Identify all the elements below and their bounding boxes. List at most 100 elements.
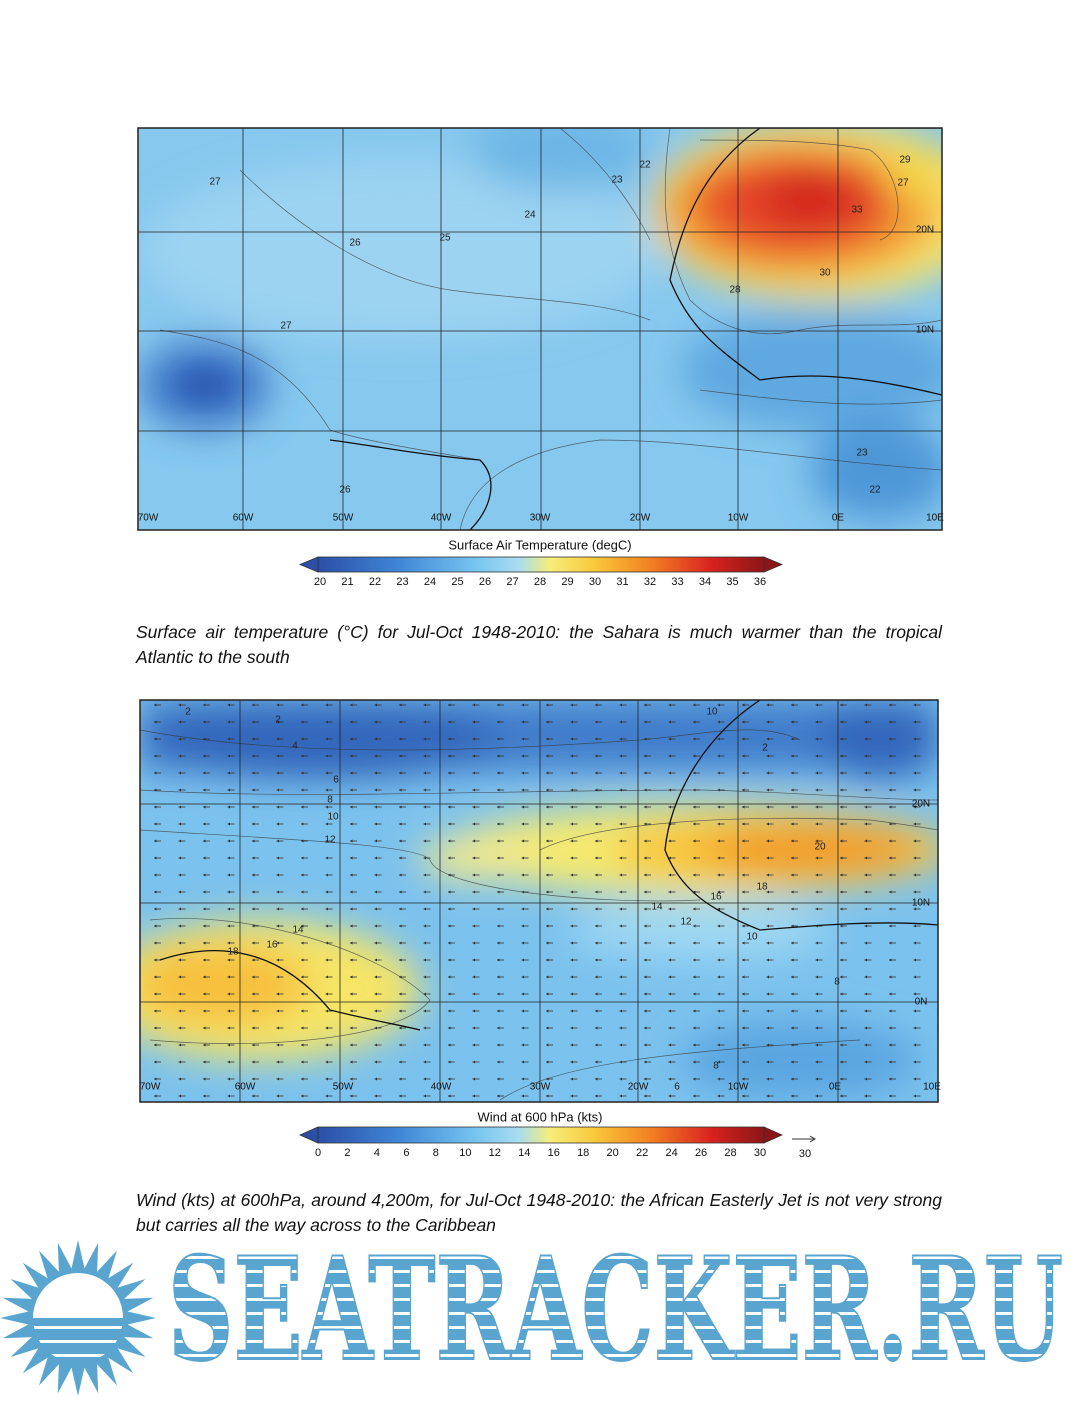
longitude-label: 50W [333, 513, 354, 524]
longitude-label: 20W [628, 1082, 649, 1093]
longitude-label: 10W [728, 513, 749, 524]
contour-label: 27 [209, 177, 221, 188]
contour-label: 6 [333, 775, 339, 786]
contour-label: 8 [327, 795, 333, 806]
colorbar-title: Surface Air Temperature (degC) [448, 537, 631, 552]
longitude-label: 60W [233, 513, 254, 524]
longitude-label: 30W [530, 513, 551, 524]
colorbar-tick-label: 36 [754, 576, 766, 588]
longitude-label: 50W [333, 1082, 354, 1093]
colorbar-tick-label: 12 [489, 1147, 501, 1159]
colorbar-tick-label: 14 [518, 1147, 530, 1159]
colorbar-tick-label: 31 [616, 576, 628, 588]
contour-label: 10 [706, 707, 718, 718]
contour-label: 14 [651, 902, 663, 913]
colorbar-tick-label: 28 [534, 576, 546, 588]
colorbar-tick-label: 23 [396, 576, 408, 588]
latitude-label: 10N [916, 325, 934, 336]
colorbar-tick-label: 30 [754, 1147, 766, 1159]
colorbar-tick-label: 22 [369, 576, 381, 588]
contour-label: 16 [710, 892, 722, 903]
colorbar-tick-label: 21 [341, 576, 353, 588]
contour-label: 10 [746, 932, 758, 943]
latitude-label: 20N [912, 799, 930, 810]
colorbar-tick-label: 35 [726, 576, 738, 588]
contour-label: 8 [834, 977, 840, 988]
longitude-label: 30W [530, 1082, 551, 1093]
contour-label: 4 [292, 741, 298, 752]
contour-label: 10 [327, 812, 339, 823]
contour-label: 18 [756, 882, 768, 893]
colorbar-tick-label: 8 [433, 1147, 439, 1159]
temperature-map [138, 128, 942, 530]
longitude-label: 10W [728, 1082, 749, 1093]
colorbar-tick-label: 16 [548, 1147, 560, 1159]
colorbar-tick-label: 24 [424, 576, 436, 588]
contour-label: 23 [856, 448, 868, 459]
colorbar-title: Wind at 600 hPa (kts) [478, 1109, 603, 1124]
colorbar-tick-label: 20 [314, 576, 326, 588]
longitude-label: 60W [235, 1082, 256, 1093]
colorbar-tick-label: 29 [561, 576, 573, 588]
colorbar-tick-label: 34 [699, 576, 711, 588]
longitude-label: 40W [431, 1082, 452, 1093]
longitude-label: 0E [829, 1082, 842, 1093]
contour-label: 2 [762, 743, 768, 754]
colorbar-tick-label: 27 [506, 576, 518, 588]
contour-label: 6 [674, 1082, 680, 1093]
longitude-label: 20W [630, 513, 651, 524]
contour-label: 24 [524, 210, 536, 221]
contour-label: 30 [819, 268, 831, 279]
contour-label: 18 [227, 947, 239, 958]
longitude-label: 70W [138, 513, 159, 524]
colorbar-tick-label: 32 [644, 576, 656, 588]
contour-label: 27 [897, 178, 909, 189]
contour-label: 20 [814, 842, 826, 853]
latitude-label: 20N [916, 225, 934, 236]
contour-label: 22 [869, 485, 881, 496]
colorbar-tick-label: 26 [479, 576, 491, 588]
colorbar-tick-label: 0 [315, 1147, 321, 1159]
wind-map [140, 700, 938, 1102]
contour-label: 26 [339, 485, 351, 496]
reference-vector-label: 30 [799, 1148, 811, 1160]
colorbar-tick-label: 33 [671, 576, 683, 588]
colorbar-tick-label: 30 [589, 576, 601, 588]
colorbar-tick-label: 2 [344, 1147, 350, 1159]
contour-label: 26 [349, 238, 361, 249]
colorbar [298, 556, 784, 573]
contour-label: 16 [266, 940, 278, 951]
longitude-label: 10E [926, 513, 944, 524]
caption: Surface air temperature (°C) for Jul-Oct… [136, 622, 942, 667]
colorbar [299, 1126, 816, 1144]
colorbar-tick-label: 6 [403, 1147, 409, 1159]
contour-label: 8 [713, 1061, 719, 1072]
contour-label: 33 [851, 205, 863, 216]
map-frame [139, 699, 939, 1103]
logo-sun [0, 1240, 156, 1396]
contour-label: 25 [439, 233, 451, 244]
contour-label: 27 [280, 321, 292, 332]
contour-label: 2 [275, 715, 281, 726]
contour-label: 29 [899, 155, 911, 166]
colorbar-tick-label: 22 [636, 1147, 648, 1159]
contour-label: 12 [324, 835, 336, 846]
map-frame [137, 127, 943, 531]
contour-label: 22 [639, 160, 651, 171]
colorbar-tick-label: 20 [607, 1147, 619, 1159]
latitude-label: 10N [912, 898, 930, 909]
colorbar-tick-label: 25 [451, 576, 463, 588]
contour-label: 23 [611, 175, 623, 186]
longitude-label: 70W [140, 1082, 161, 1093]
colorbar-tick-label: 28 [724, 1147, 736, 1159]
caption: Wind (kts) at 600hPa, around 4,200m, for… [136, 1190, 942, 1235]
colorbar-tick-label: 26 [695, 1147, 707, 1159]
colorbar-tick-label: 24 [665, 1147, 677, 1159]
contour-label: 14 [292, 925, 304, 936]
contour-label: 28 [729, 285, 741, 296]
longitude-label: 0E [832, 513, 845, 524]
logo-text: SEATRACKER.RU [168, 1227, 1063, 1393]
colorbar-tick-label: 18 [577, 1147, 589, 1159]
latitude-label: 0N [915, 997, 928, 1008]
